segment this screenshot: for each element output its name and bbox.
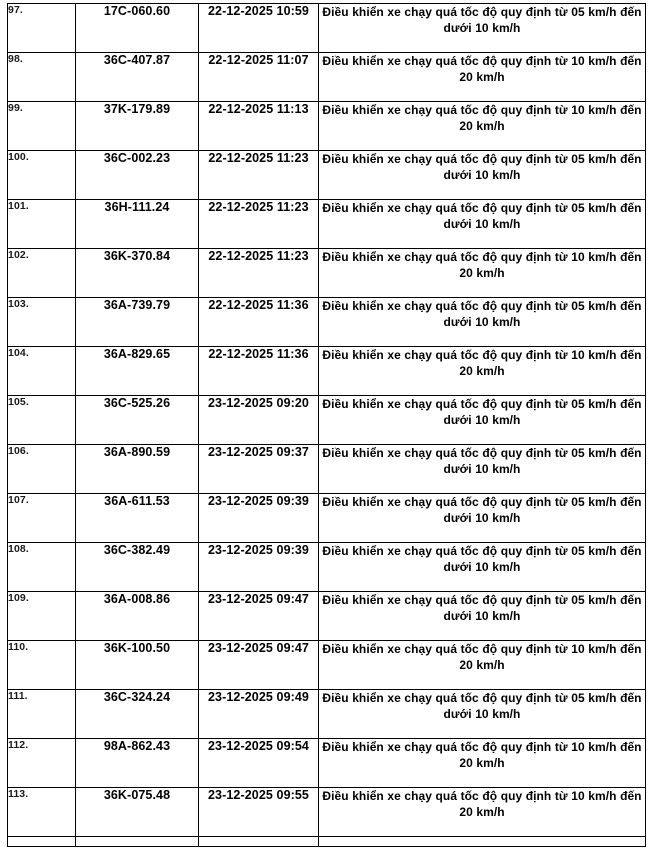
datetime-cell: 22-12-2025 11:23	[198, 199, 319, 249]
plate-cell: 36C-324.24	[75, 689, 199, 739]
row-number-cell: 113.	[7, 787, 76, 837]
offense-cell: Điều khiển xe chạy quá tốc độ quy định t…	[318, 738, 646, 788]
plate-cell: 36A-890.59	[75, 444, 199, 494]
row-number-cell: 109.	[7, 591, 76, 641]
offense-cell: Điều khiển xe chạy quá tốc độ quy định t…	[318, 3, 646, 53]
row-number-cell: 111.	[7, 689, 76, 739]
datetime-cell: 23-12-2025 09:55	[198, 787, 319, 837]
row-number-cell: 102.	[7, 248, 76, 298]
offense-cell: Điều khiển xe chạy quá tốc độ quy định t…	[318, 101, 646, 151]
violation-table-container: 97. 17C-060.60 22-12-2025 10:59 Điều khiển …	[7, 3, 646, 847]
table-row: 110. 36K-100.50 23-12-2025 09:47 Điều khiển…	[7, 640, 646, 690]
offense-cell: Điều khiển xe chạy quá tốc độ quy định t…	[318, 542, 646, 592]
row-number-cell	[7, 836, 76, 847]
datetime-cell: 23-12-2025 09:39	[198, 542, 319, 592]
offense-cell: Điều khiển xe chạy quá tốc độ quy định t…	[318, 689, 646, 739]
offense-cell: Điều khiển xe chạy quá tốc độ quy định t…	[318, 444, 646, 494]
table-row: 104. 36A-829.65 22-12-2025 11:36 Điều khiển…	[7, 346, 646, 396]
plate-cell: 36A-739.79	[75, 297, 199, 347]
table-row: 112. 98A-862.43 23-12-2025 09:54 Điều khiển…	[7, 738, 646, 788]
table-row: 106. 36A-890.59 23-12-2025 09:37 Điều khiển…	[7, 444, 646, 494]
offense-cell: Điều khiển xe chạy quá tốc độ quy định t…	[318, 52, 646, 102]
plate-cell: 36H-111.24	[75, 199, 199, 249]
table-row: 102. 36K-370.84 22-12-2025 11:23 Điều khiển…	[7, 248, 646, 298]
datetime-cell: 23-12-2025 09:20	[198, 395, 319, 445]
plate-cell: 36A-829.65	[75, 346, 199, 396]
datetime-cell: 23-12-2025 09:47	[198, 591, 319, 641]
datetime-cell: 23-12-2025 09:54	[198, 738, 319, 788]
datetime-cell: 22-12-2025 10:59	[198, 3, 319, 53]
datetime-cell: 22-12-2025 11:36	[198, 346, 319, 396]
row-number-cell: 98.	[7, 52, 76, 102]
plate-cell: 36C-525.26	[75, 395, 199, 445]
table-row: 109. 36A-008.86 23-12-2025 09:47 Điều khiển…	[7, 591, 646, 641]
plate-cell: 36C-002.23	[75, 150, 199, 200]
table-row: 105. 36C-525.26 23-12-2025 09:20 Điều khiển…	[7, 395, 646, 445]
offense-cell	[318, 836, 646, 847]
table-row: 113. 36K-075.48 23-12-2025 09:55 Điều khiển…	[7, 787, 646, 837]
table-row: 107. 36A-611.53 23-12-2025 09:39 Điều khiển…	[7, 493, 646, 543]
offense-cell: Điều khiển xe chạy quá tốc độ quy định t…	[318, 150, 646, 200]
offense-cell: Điều khiển xe chạy quá tốc độ quy định t…	[318, 493, 646, 543]
plate-cell: 36C-382.49	[75, 542, 199, 592]
datetime-cell: 23-12-2025 09:39	[198, 493, 319, 543]
datetime-cell: 23-12-2025 09:37	[198, 444, 319, 494]
row-number-cell: 105.	[7, 395, 76, 445]
table-row: 101. 36H-111.24 22-12-2025 11:23 Điều khiển…	[7, 199, 646, 249]
row-number-cell: 100.	[7, 150, 76, 200]
datetime-cell: 22-12-2025 11:36	[198, 297, 319, 347]
plate-cell: 36C-407.87	[75, 52, 199, 102]
row-number-cell: 99.	[7, 101, 76, 151]
violation-table: 97. 17C-060.60 22-12-2025 10:59 Điều khiển …	[7, 3, 646, 847]
table-row: 97. 17C-060.60 22-12-2025 10:59 Điều khiển …	[7, 3, 646, 53]
datetime-cell: 22-12-2025 11:13	[198, 101, 319, 151]
offense-cell: Điều khiển xe chạy quá tốc độ quy định t…	[318, 591, 646, 641]
plate-cell: 36K-075.48	[75, 787, 199, 837]
row-number-cell: 110.	[7, 640, 76, 690]
row-number-cell: 106.	[7, 444, 76, 494]
datetime-cell: 23-12-2025 09:49	[198, 689, 319, 739]
row-number-cell: 104.	[7, 346, 76, 396]
plate-cell: 98A-862.43	[75, 738, 199, 788]
offense-cell: Điều khiển xe chạy quá tốc độ quy định t…	[318, 395, 646, 445]
table-row: 100. 36C-002.23 22-12-2025 11:23 Điều khiển…	[7, 150, 646, 200]
offense-cell: Điều khiển xe chạy quá tốc độ quy định t…	[318, 297, 646, 347]
table-row: 99. 37K-179.89 22-12-2025 11:13 Điều khiển …	[7, 101, 646, 151]
datetime-cell	[198, 836, 319, 847]
datetime-cell: 22-12-2025 11:23	[198, 248, 319, 298]
datetime-cell: 22-12-2025 11:23	[198, 150, 319, 200]
plate-cell: 36K-370.84	[75, 248, 199, 298]
table-row: 111. 36C-324.24 23-12-2025 09:49 Điều khiển…	[7, 689, 646, 739]
row-number-cell: 112.	[7, 738, 76, 788]
plate-cell: 36K-100.50	[75, 640, 199, 690]
violation-table-body: 97. 17C-060.60 22-12-2025 10:59 Điều khiển …	[7, 3, 646, 847]
plate-cell: 17C-060.60	[75, 3, 199, 53]
plate-cell: 36A-611.53	[75, 493, 199, 543]
table-row: 108. 36C-382.49 23-12-2025 09:39 Điều khiển…	[7, 542, 646, 592]
offense-cell: Điều khiển xe chạy quá tốc độ quy định t…	[318, 346, 646, 396]
plate-cell: 36A-008.86	[75, 591, 199, 641]
plate-cell: 37K-179.89	[75, 101, 199, 151]
table-row: 98. 36C-407.87 22-12-2025 11:07 Điều khiển …	[7, 52, 646, 102]
plate-cell	[75, 836, 199, 847]
table-row-partial	[7, 836, 646, 847]
row-number-cell: 97.	[7, 3, 76, 53]
offense-cell: Điều khiển xe chạy quá tốc độ quy định t…	[318, 787, 646, 837]
datetime-cell: 22-12-2025 11:07	[198, 52, 319, 102]
offense-cell: Điều khiển xe chạy quá tốc độ quy định t…	[318, 640, 646, 690]
offense-cell: Điều khiển xe chạy quá tốc độ quy định t…	[318, 248, 646, 298]
offense-cell: Điều khiển xe chạy quá tốc độ quy định t…	[318, 199, 646, 249]
row-number-cell: 107.	[7, 493, 76, 543]
row-number-cell: 108.	[7, 542, 76, 592]
datetime-cell: 23-12-2025 09:47	[198, 640, 319, 690]
table-row: 103. 36A-739.79 22-12-2025 11:36 Điều khiển…	[7, 297, 646, 347]
row-number-cell: 103.	[7, 297, 76, 347]
row-number-cell: 101.	[7, 199, 76, 249]
